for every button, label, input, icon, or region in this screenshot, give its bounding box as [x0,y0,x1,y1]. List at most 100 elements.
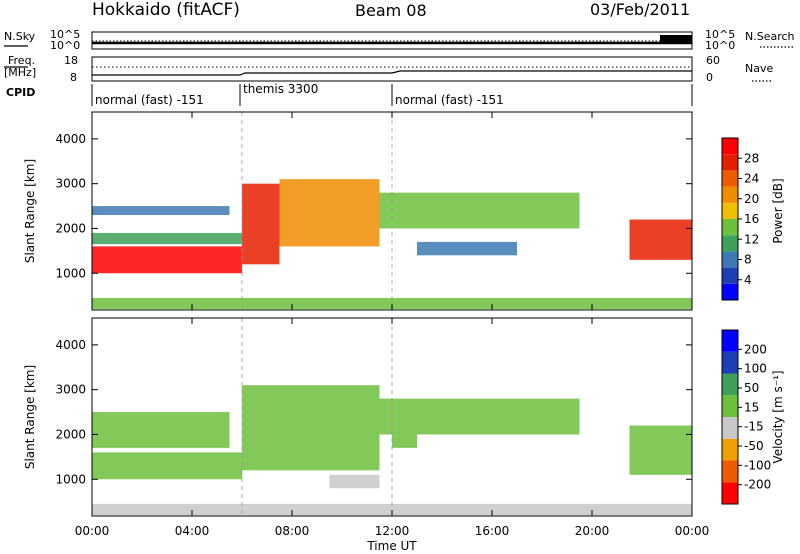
noise-panel: N.Sky 10^5 10^0 10^5 10^0 N.Search [4,28,795,52]
velocity-region-2 [242,385,380,471]
power-colorbar-tick-4: 12 [744,232,759,246]
velocity-colorbar-label: Velocity [m s⁻¹] [771,370,785,463]
power-colorbar-swatch-8 [722,154,738,171]
freq-panel: Freq. [MHz] 18 8 60 0 Nave [4,54,773,84]
x-tick-5: 20:00 [575,524,610,538]
velocity-colorbar-swatch-3 [722,417,738,439]
velocity-colorbar-swatch-7 [722,330,738,352]
cpid-segment-1: normal (fast) -151 [95,93,204,107]
x-tick-0: 00:00 [75,524,110,538]
velocity-region-1 [92,412,230,448]
velocity-colorbar-swatch-2 [722,438,738,461]
power-panel: 1000 2000 3000 4000 Slant Range [km] [23,111,693,311]
noise-left-tick-top: 10^5 [50,28,80,41]
power-colorbar: 28 24 20 16 12 8 4 [721,137,759,301]
power-colorbar-swatch-2 [722,251,738,268]
velocity-ytick-1: 2000 [55,427,86,441]
power-colorbar-swatch-3 [722,235,738,252]
power-region-1 [92,232,242,245]
velocity-region-4 [329,474,380,489]
freq-label-1: Freq. [8,54,35,67]
velocity-colorbar-swatch-0 [722,482,738,504]
power-colorbar-tick-0: 28 [744,151,759,165]
velocity-colorbar-tick-5: -50 [744,439,764,453]
noise-right-tick-bottom: 10^0 [705,39,735,52]
velocity-region-0 [92,452,242,480]
power-colorbar-swatch-0 [722,283,738,300]
velocity-ytick-3: 4000 [55,338,86,352]
power-region-2 [92,206,230,216]
velocity-ytick-2: 3000 [55,383,86,397]
power-region-0 [92,246,242,274]
nave-tick-top: 60 [706,54,720,67]
power-colorbar-swatch-5 [722,202,738,219]
x-tick-2: 08:00 [275,524,310,538]
power-ytick-1: 2000 [55,221,86,235]
velocity-colorbar-tick-2: 50 [744,381,759,395]
velocity-region-3 [379,398,580,435]
power-region-7 [629,219,692,260]
power-colorbar-tick-2: 20 [744,192,759,206]
velocity-colorbar-swatch-5 [722,373,738,396]
cpid-segment-2: themis 3300 [243,82,318,96]
velocity-colorbar-tick-6: -100 [744,458,771,472]
velocity-colorbar-tick-1: 100 [744,362,767,376]
power-colorbar-label: Power [dB] [771,178,785,243]
beam-title: Beam 08 [355,1,427,20]
velocity-colorbar-swatch-1 [722,460,738,483]
power-region-4 [279,179,380,247]
velocity-panel: 1000 2000 3000 4000 Slant Range [km] [23,317,693,517]
x-tick-4: 16:00 [475,524,510,538]
velocity-colorbar-tick-4: -15 [744,420,764,434]
power-colorbar-swatch-6 [722,186,738,203]
velocity-region-6 [629,425,692,475]
power-ytick-0: 1000 [55,266,86,280]
power-ytick-3: 4000 [55,132,86,146]
power-colorbar-swatch-9 [722,138,738,155]
power-colorbar-tick-5: 8 [744,253,752,267]
velocity-region-5 [392,434,417,448]
noise-search-label: N.Search [745,30,795,43]
power-region-6 [417,241,517,256]
date-title: 03/Feb/2011 [590,0,690,19]
cpid-label: CPID [6,86,35,99]
velocity-colorbar: 200 100 50 15 -15 -50 -100 -200 [721,329,771,505]
velocity-colorbar-swatch-4 [722,395,738,417]
velocity-data [92,318,692,516]
power-region-3 [242,183,280,265]
noise-sky-label: N.Sky [4,30,36,43]
power-data [92,112,692,310]
velocity-ytick-0: 1000 [55,472,86,486]
freq-tick-top: 18 [64,54,78,67]
noise-left-tick-bottom: 10^0 [50,39,80,52]
power-colorbar-tick-6: 4 [744,273,752,287]
velocity-colorbar-tick-0: 200 [744,342,767,356]
nave-tick-bottom: 0 [706,71,713,84]
power-colorbar-swatch-1 [722,267,738,284]
power-colorbar-tick-1: 24 [744,172,759,186]
nave-label: Nave [745,62,773,75]
freq-tick-bottom: 8 [70,71,77,84]
velocity-colorbar-tick-3: 15 [744,400,759,414]
x-tick-3: 12:00 [375,524,410,538]
velocity-colorbar-tick-7: -200 [744,478,771,492]
power-colorbar-swatch-4 [722,219,738,236]
power-colorbar-tick-3: 16 [744,212,759,226]
x-tick-6: 00:00 [675,524,710,538]
power-region-5 [379,192,580,229]
cpid-segment-3: normal (fast) -151 [395,93,504,107]
noise-right-tick-top: 10^5 [705,28,735,41]
power-colorbar-swatch-7 [722,170,738,187]
power-ylabel: Slant Range [km] [23,159,37,263]
x-axis-label: Time UT [366,539,417,553]
velocity-colorbar-swatch-6 [722,351,738,374]
power-region-8 [92,297,692,310]
station-title: Hokkaido (fitACF) [92,0,240,20]
x-tick-1: 04:00 [175,524,210,538]
freq-label-2: [MHz] [4,66,36,79]
velocity-region-7 [92,503,692,516]
power-ytick-2: 3000 [55,177,86,191]
cpid-panel: CPID normal (fast) -151 themis 3300 norm… [6,82,693,107]
velocity-ylabel: Slant Range [km] [23,365,37,469]
